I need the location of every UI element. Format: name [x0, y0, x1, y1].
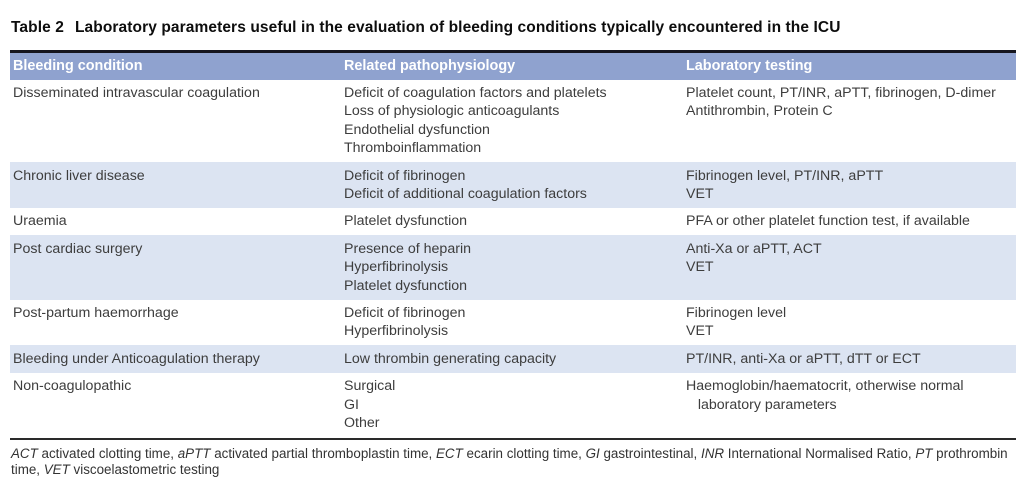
abbreviation: ECT: [436, 445, 463, 461]
condition-cell: Disseminated intravascular coagulation: [10, 80, 341, 163]
cell-line: PT/INR, anti-Xa or aPTT, dTT or ECT: [686, 350, 921, 367]
table-number: Table 2: [11, 19, 64, 36]
table-row: Post cardiac surgery Presence of heparin H…: [10, 235, 1016, 300]
cell-line: Hyperfibrinolysis: [344, 259, 449, 276]
cell-line: Antithrombin, Protein C: [686, 103, 833, 120]
cell-line: Fibrinogen level, PT/INR, aPTT: [686, 167, 884, 184]
abbreviation: PT: [915, 445, 933, 461]
condition-cell: Chronic liver disease: [10, 162, 341, 208]
abbreviation: VET: [43, 462, 70, 478]
cell-line: Surgical: [344, 378, 396, 395]
cell-line: VET: [686, 186, 714, 203]
lab-parameters-table: Bleeding condition Related pathophysiolo…: [10, 52, 1016, 438]
table-row: Bleeding under Anticoagulation therapy Lo…: [10, 345, 1016, 373]
table-caption: Table 2 Laboratory parameters useful in t…: [11, 19, 1016, 37]
cell-line: laboratory parameters: [686, 396, 837, 413]
cell-line: Deficit of fibrinogen: [344, 167, 466, 184]
header-row: Bleeding condition Related pathophysiolo…: [10, 52, 1016, 80]
cell-line: Hyperfibrinolysis: [344, 323, 449, 340]
cell-line: Deficit of coagulation factors and plate…: [344, 85, 607, 101]
cell-line: Bleeding under Anticoagulation therapy: [13, 350, 260, 367]
testing-cell: Anti-Xa or aPTT, ACT VET: [683, 235, 1016, 300]
testing-cell: PT/INR, anti-Xa or aPTT, dTT or ECT: [683, 345, 1016, 373]
table-row: Disseminated intravascular coagulation De…: [10, 80, 1016, 163]
testing-cell: PFA or other platelet function test, if …: [683, 208, 1016, 235]
cell-line: Platelet dysfunction: [344, 213, 468, 230]
abbreviation: ACT: [11, 445, 38, 461]
cell-line: Loss of physiologic anticoagulants: [344, 103, 560, 120]
testing-cell: Fibrinogen level, PT/INR, aPTT VET: [683, 162, 1016, 208]
cell-line: VET: [686, 323, 714, 340]
abbreviation: GI: [585, 445, 600, 461]
condition-cell: Non-coagulopathic: [10, 373, 341, 437]
footnote-rule: [10, 438, 1016, 440]
cell-line: Platelet count, PT/INR, aPTT, fibrinogen…: [686, 85, 996, 101]
pathophysiology-cell: Low thrombin generating capacity: [341, 345, 683, 373]
cell-line: Non-coagulopathic: [13, 378, 132, 395]
column-header-bleeding-condition: Bleeding condition: [10, 52, 341, 80]
cell-line: Anti-Xa or aPTT, ACT: [686, 240, 822, 257]
table-row: Non-coagulopathic Surgical GI Other Haemoglo…: [10, 373, 1016, 437]
cell-line: Fibrinogen level: [686, 305, 787, 322]
table-row: Chronic liver disease Deficit of fibrinog…: [10, 162, 1016, 208]
pathophysiology-cell: Presence of heparin Hyperfibrinolysis Plat…: [341, 235, 683, 300]
condition-cell: Bleeding under Anticoagulation therapy: [10, 345, 341, 373]
cell-line: Deficit of fibrinogen: [344, 305, 466, 322]
cell-line: Post-partum haemorrhage: [13, 305, 179, 322]
testing-cell: Haemoglobin/haematocrit, otherwise norma…: [683, 373, 1016, 437]
table-row: Uraemia Platelet dysfunction PFA or other …: [10, 208, 1016, 235]
column-header-related-pathophysiology: Related pathophysiology: [341, 52, 683, 80]
cell-line: Disseminated intravascular coagulation: [13, 85, 260, 101]
cell-line: Thromboinflammation: [344, 140, 482, 157]
pathophysiology-cell: Deficit of fibrinogen Deficit of addition…: [341, 162, 683, 208]
cell-line: Low thrombin generating capacity: [344, 350, 557, 367]
footnote-abbreviations: ACT activated clotting time, aPTT activa…: [11, 445, 1008, 478]
condition-cell: Uraemia: [10, 208, 341, 235]
pathophysiology-cell: Deficit of fibrinogen Hyperfibrinolysis: [341, 300, 683, 346]
cell-line: Presence of heparin: [344, 240, 471, 257]
cell-line: VET: [686, 259, 714, 276]
column-header-laboratory-testing: Laboratory testing: [683, 52, 1016, 80]
table-title-text: Laboratory parameters useful in the eval…: [74, 19, 841, 36]
pathophysiology-cell: Platelet dysfunction: [341, 208, 683, 235]
cell-line: PFA or other platelet function test, if …: [686, 213, 970, 230]
pathophysiology-cell: Deficit of coagulation factors and plate…: [341, 80, 683, 163]
cell-line: Chronic liver disease: [13, 167, 145, 184]
condition-cell: Post cardiac surgery: [10, 235, 341, 300]
cell-line: Post cardiac surgery: [13, 240, 143, 257]
cell-line: GI: [344, 396, 359, 413]
cell-line: Deficit of additional coagulation factor…: [344, 186, 587, 203]
condition-cell: Post-partum haemorrhage: [10, 300, 341, 346]
cell-line: Haemoglobin/haematocrit, otherwise norma…: [686, 378, 964, 395]
cell-line: Other: [344, 415, 380, 432]
abbreviation: INR: [700, 445, 725, 461]
testing-cell: Platelet count, PT/INR, aPTT, fibrinogen…: [683, 80, 1016, 163]
top-rule: [10, 50, 1016, 53]
cell-line: Endothelial dysfunction: [344, 121, 490, 138]
table-row: Post-partum haemorrhage Deficit of fibrin…: [10, 300, 1016, 346]
cell-line: Uraemia: [13, 213, 67, 230]
abbreviation: aPTT: [177, 445, 211, 461]
cell-line: Platelet dysfunction: [344, 277, 468, 294]
testing-cell: Fibrinogen level VET: [683, 300, 1016, 346]
pathophysiology-cell: Surgical GI Other: [341, 373, 683, 437]
